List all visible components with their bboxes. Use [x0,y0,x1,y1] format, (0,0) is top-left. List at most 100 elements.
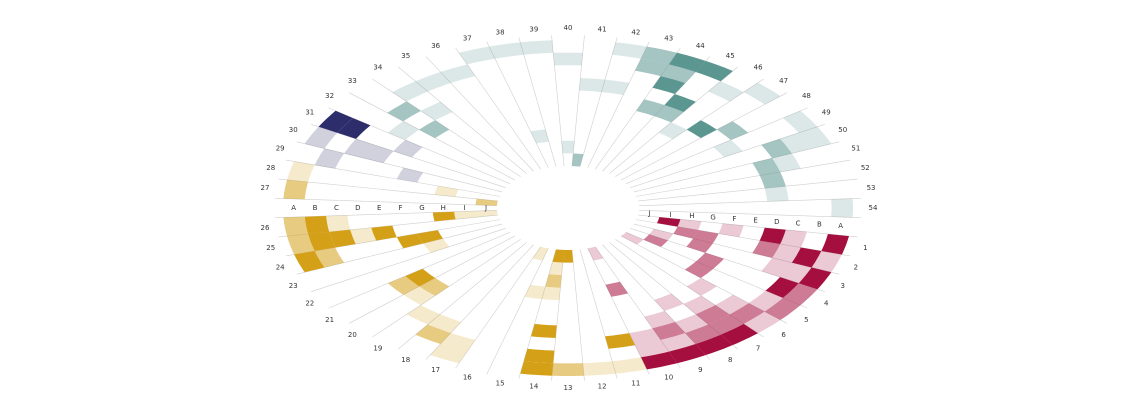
heat-cell [652,76,686,94]
heat-cell [344,138,375,159]
heat-cell [708,314,744,335]
heat-cell [715,294,749,315]
separator [328,107,511,184]
heat-cell [746,201,768,214]
heat-cell [337,118,371,139]
heat-cell [673,226,699,239]
heat-cell [556,325,581,338]
heat-cell [556,78,581,91]
heat-cell [561,140,575,154]
heat-cell [348,186,372,201]
heat-cell [538,103,559,117]
sector-label: 6 [781,331,786,339]
heat-cell [718,223,744,238]
heat-cell [387,101,421,122]
sector-label: 28 [266,164,275,172]
sector-label: 44 [696,42,705,50]
sector-label: 51 [851,145,860,153]
heat-cell [440,64,476,83]
heat-cell [686,120,717,138]
sector-label: 25 [266,244,275,252]
heat-cell [780,132,812,154]
sector-label: 15 [496,379,505,387]
heat-cell [552,40,584,53]
heat-cell [396,233,424,249]
ring-label: I [464,204,466,212]
heat-cell [752,158,781,176]
heat-cell [660,333,696,352]
ring-label: C [796,219,801,227]
heat-cell [660,64,696,83]
heat-cell [454,211,477,220]
heat-cell [654,105,684,123]
ring-label: J [484,204,487,212]
heat-cell [560,128,575,141]
heat-cell [432,211,456,222]
heat-cell [649,228,674,241]
heat-cell [772,153,801,172]
heat-cell [294,251,325,273]
heat-cell [683,295,716,315]
heat-cell [695,334,733,355]
heat-cell [743,311,781,334]
heat-cell [553,52,583,66]
sector-label: 41 [598,25,607,33]
heat-cell [572,153,584,167]
sector-label: 19 [373,345,382,353]
separator [579,249,618,379]
sector-label: 10 [664,374,673,382]
heat-cell [531,323,557,338]
separator [296,141,503,193]
sector-label: 32 [325,92,334,100]
ring-label: G [419,204,424,212]
heat-cell [759,172,786,189]
heat-cell [764,297,801,320]
heat-cell [764,186,789,202]
sector-label: 27 [261,184,270,192]
heat-cell [527,336,555,350]
sector-label: 40 [564,24,573,32]
heat-cell [419,278,450,296]
heat-cell [489,42,524,59]
separator [486,248,549,375]
sector-label: 1 [863,244,867,252]
sector-label: 42 [631,29,640,37]
heat-cell [658,122,687,140]
sector-label: 20 [348,331,357,339]
heat-cell [685,324,721,344]
separator [486,41,549,168]
sector-label: 54 [868,204,877,212]
sector-label: 17 [431,366,440,374]
separator [285,159,500,197]
sector-label: 45 [726,52,735,60]
heat-cell [725,202,747,214]
heat-cell [686,278,717,296]
heat-cell [765,277,799,298]
heat-cell [458,46,495,65]
heat-cell [520,40,554,55]
heat-cell [821,234,849,255]
ring-label: H [441,204,446,212]
sector-label: 9 [698,366,702,374]
separator [328,232,511,309]
heat-cell [420,101,453,121]
heat-cell [772,244,801,263]
heat-cell [695,252,724,269]
sector-label: 29 [276,145,285,153]
ring-label: B [817,221,822,229]
separator [579,37,618,167]
heat-cell [318,110,353,133]
heat-cell [557,313,579,326]
heat-cell [553,351,583,364]
heat-cell [629,328,661,346]
separator [625,107,808,184]
ring-label: G [710,214,715,222]
heat-cell [560,275,575,288]
heat-cell [752,240,781,258]
heat-cell [558,300,578,313]
heat-cell [654,293,684,311]
sector-label: 33 [348,77,357,85]
heat-cell [392,81,428,102]
heat-cell [579,324,605,338]
heat-cell [577,299,598,313]
